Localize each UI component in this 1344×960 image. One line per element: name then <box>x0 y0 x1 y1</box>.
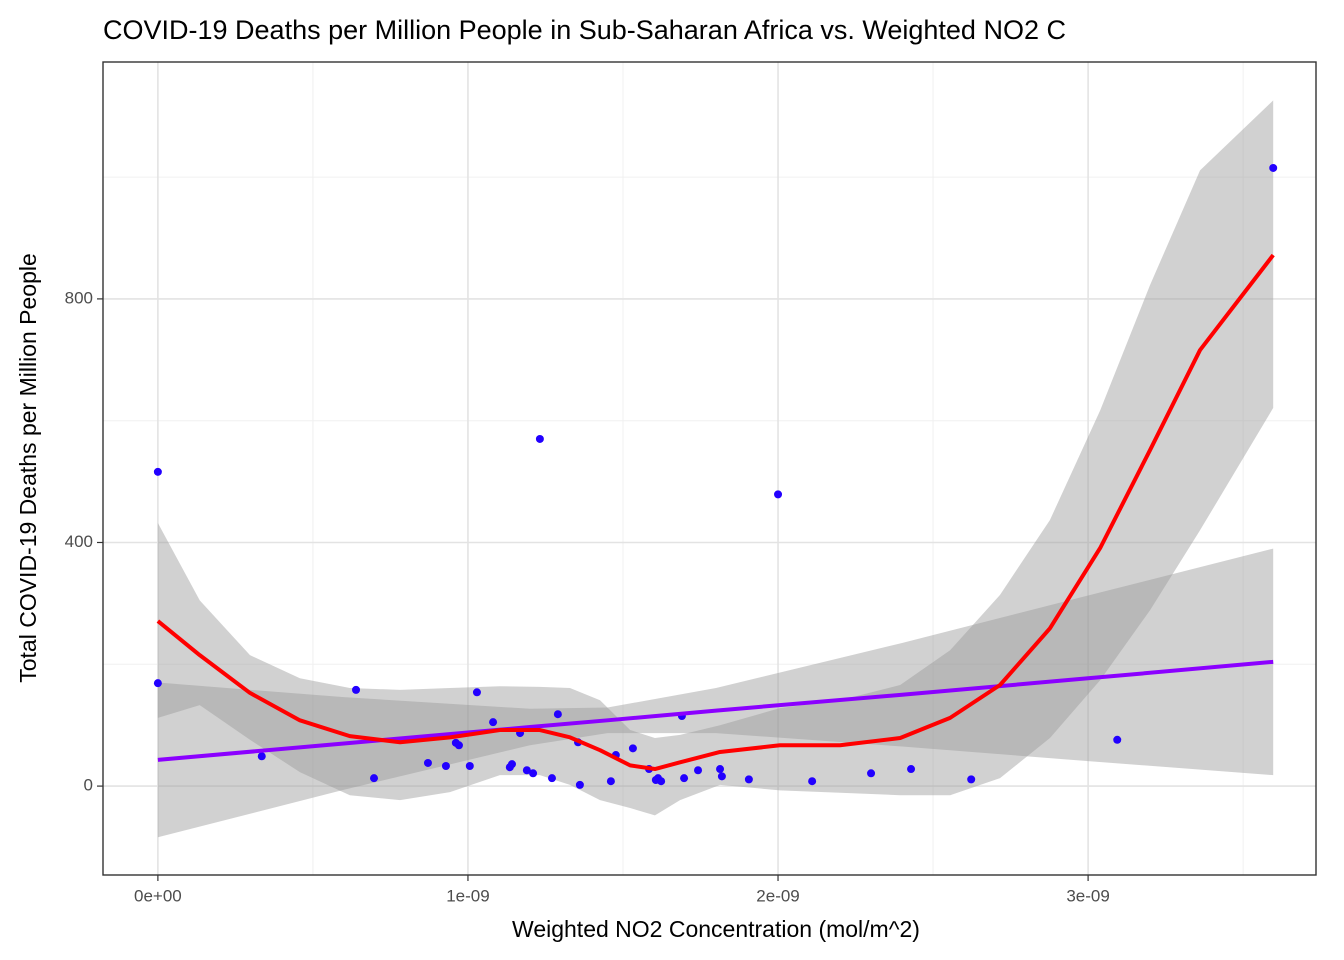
data-point <box>553 710 562 719</box>
data-point <box>717 772 726 781</box>
data-point <box>370 774 379 783</box>
data-point <box>606 777 615 786</box>
x-tick-label: 1e-09 <box>446 886 489 905</box>
data-point <box>628 744 637 753</box>
data-point <box>441 761 450 770</box>
data-point <box>454 741 463 750</box>
y-tick-label: 800 <box>65 288 93 307</box>
data-point <box>774 490 783 499</box>
data-point <box>907 765 916 774</box>
confidence-band <box>157 548 1274 838</box>
data-point <box>744 775 753 784</box>
data-point <box>808 777 817 786</box>
data-point <box>1269 163 1278 172</box>
data-point <box>657 777 666 786</box>
x-tick-label: 0e+00 <box>134 886 182 905</box>
y-tick-label: 0 <box>84 776 93 795</box>
chart-title: COVID-19 Deaths per Million People in Su… <box>103 15 1066 45</box>
data-point <box>680 774 689 783</box>
data-point <box>547 774 556 783</box>
data-point <box>967 775 976 784</box>
data-point <box>423 758 432 767</box>
loess-line <box>156 253 1275 772</box>
data-point <box>535 434 544 443</box>
data-point <box>507 760 516 769</box>
panel-border <box>102 61 1317 876</box>
data-point <box>257 752 266 761</box>
data-point <box>352 685 361 694</box>
data-point <box>529 769 538 778</box>
data-point <box>1113 735 1122 744</box>
data-point <box>465 761 474 770</box>
data-point <box>575 780 584 789</box>
x-tick-label: 3e-09 <box>1066 886 1109 905</box>
data-point <box>472 688 481 697</box>
x-tick-label: 2e-09 <box>756 886 799 905</box>
data-point <box>522 766 531 775</box>
confidence-band <box>157 100 1274 816</box>
data-point <box>153 467 162 476</box>
data-point <box>489 718 498 727</box>
y-axis-label: Total COVID-19 Deaths per Million People <box>15 253 41 683</box>
data-point <box>716 765 725 774</box>
y-tick-label: 400 <box>65 532 93 551</box>
x-axis-label: Weighted NO2 Concentration (mol/m^2) <box>512 916 920 942</box>
data-point <box>867 769 876 778</box>
data-point <box>694 766 703 775</box>
data-point <box>153 679 162 688</box>
